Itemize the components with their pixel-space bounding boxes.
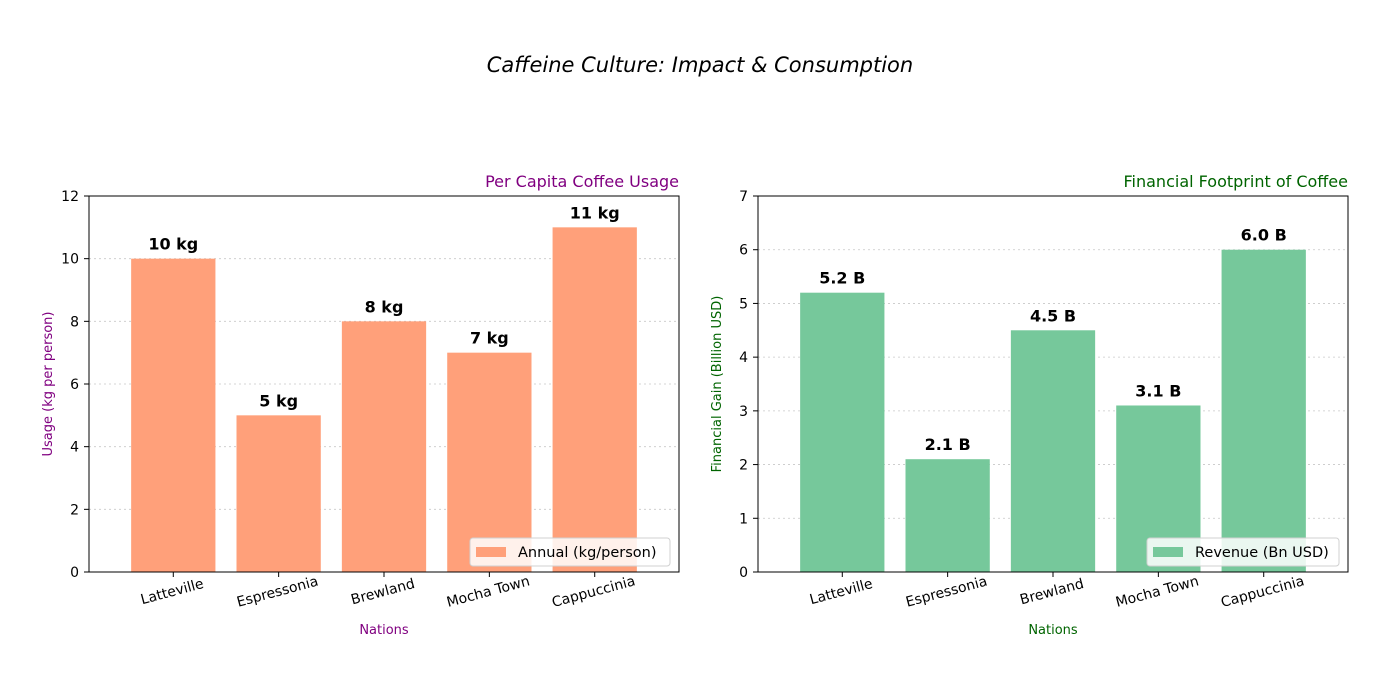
y-tick-label: 6 bbox=[739, 243, 748, 259]
bar-value-label: 5.2 B bbox=[819, 269, 865, 288]
bar-cappuccinia bbox=[552, 227, 637, 573]
bar-value-label: 2.1 B bbox=[925, 435, 971, 454]
bar-value-label: 11 kg bbox=[570, 203, 620, 222]
panel-title: Financial Footprint of Coffee bbox=[1124, 172, 1349, 191]
legend-label: Revenue (Bn USD) bbox=[1195, 545, 1329, 561]
y-tick-label: 7 bbox=[739, 189, 748, 205]
y-tick-label: 4 bbox=[70, 440, 79, 456]
y-tick-label: 3 bbox=[739, 404, 748, 420]
y-tick-label: 4 bbox=[739, 350, 748, 366]
bar-value-label: 3.1 B bbox=[1135, 381, 1181, 400]
y-tick-label: 6 bbox=[70, 377, 79, 393]
bar-espressonia bbox=[905, 459, 990, 572]
legend-box bbox=[469, 537, 671, 567]
legend: Annual (kg/person) bbox=[469, 537, 671, 567]
y-tick-label: 2 bbox=[739, 458, 748, 474]
x-axis-label: Nations bbox=[359, 623, 409, 638]
y-tick-label: 10 bbox=[61, 252, 79, 268]
legend-box bbox=[1146, 537, 1340, 567]
y-tick-label: 8 bbox=[70, 314, 79, 330]
bar-espressonia bbox=[236, 415, 321, 572]
bar-value-label: 7 kg bbox=[470, 329, 509, 348]
y-axis-label: Usage (kg per person) bbox=[41, 312, 56, 457]
legend-swatch bbox=[1153, 547, 1183, 557]
bar-brewland bbox=[341, 321, 427, 572]
bar-value-label: 4.5 B bbox=[1030, 306, 1076, 325]
panel-title: Per Capita Coffee Usage bbox=[485, 172, 679, 191]
bar-value-label: 6.0 B bbox=[1241, 226, 1287, 245]
bar-latteville bbox=[131, 258, 216, 572]
y-tick-label: 0 bbox=[739, 565, 748, 581]
bar-brewland bbox=[1010, 330, 1096, 572]
y-tick-label: 1 bbox=[739, 511, 748, 527]
y-axis-label: Financial Gain (Billion USD) bbox=[710, 296, 725, 473]
bar-mocha-town bbox=[447, 352, 532, 572]
x-axis-label: Nations bbox=[1028, 623, 1078, 638]
legend: Revenue (Bn USD) bbox=[1146, 537, 1340, 567]
bar-value-label: 5 kg bbox=[259, 391, 298, 410]
y-tick-label: 0 bbox=[70, 565, 79, 581]
bar-cappuccinia bbox=[1221, 249, 1306, 572]
y-tick-label: 12 bbox=[61, 189, 79, 205]
legend-swatch bbox=[476, 547, 506, 557]
bar-value-label: 10 kg bbox=[148, 235, 198, 254]
y-tick-label: 5 bbox=[739, 296, 748, 312]
bar-value-label: 8 kg bbox=[365, 297, 404, 316]
figure-title: Caffeine Culture: Impact & Consumption bbox=[487, 53, 913, 77]
y-tick-label: 2 bbox=[70, 502, 79, 518]
bar-latteville bbox=[800, 292, 885, 572]
legend-label: Annual (kg/person) bbox=[518, 545, 657, 561]
